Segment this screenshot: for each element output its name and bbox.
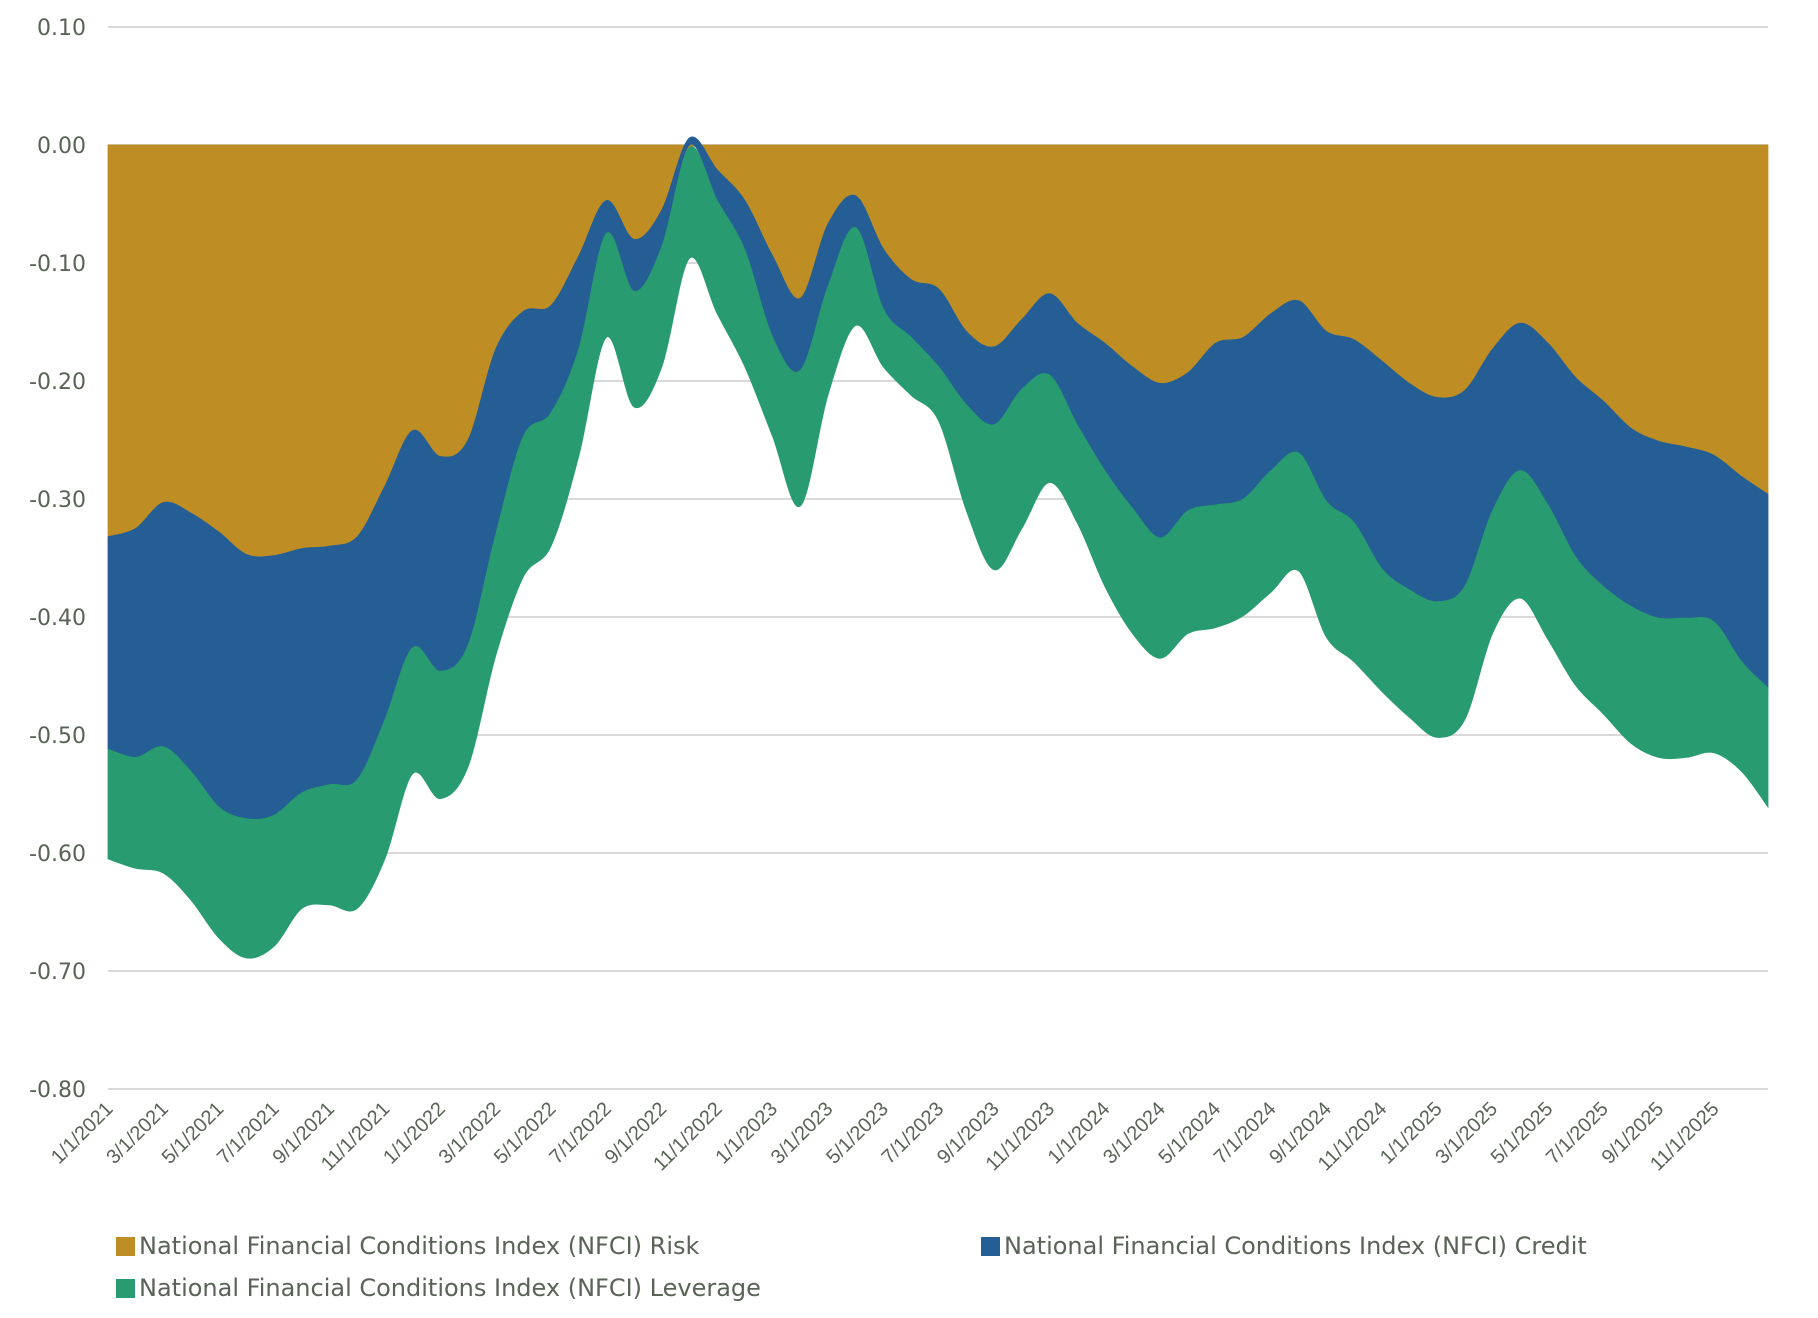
y-tick-label: -0.80 — [29, 1078, 86, 1103]
y-tick-label: 0.10 — [37, 16, 86, 41]
legend-item-leverage[interactable]: National Financial Conditions Index (NFC… — [116, 1274, 761, 1302]
legend-swatch-leverage — [116, 1278, 135, 1298]
y-tick-label: -0.70 — [29, 960, 86, 985]
y-tick-label: -0.10 — [29, 252, 86, 277]
legend-swatch-risk — [116, 1236, 135, 1256]
y-tick-label: 0.00 — [37, 134, 86, 159]
y-tick-label: -0.60 — [29, 842, 86, 867]
y-axis-ticks: 0.10 0.00 -0.10 -0.20 -0.30 -0.40 -0.50 -0.60 -0… — [29, 16, 86, 1103]
y-tick-label: -0.20 — [29, 370, 86, 395]
legend-item-risk[interactable]: National Financial Conditions Index (NFC… — [116, 1232, 699, 1260]
legend-label-risk: National Financial Conditions Index (NFC… — [139, 1232, 700, 1260]
series-areas — [107, 136, 1769, 959]
legend-label-credit: National Financial Conditions Index (NFC… — [1004, 1232, 1587, 1260]
area-leverage — [107, 146, 1769, 959]
y-tick-label: -0.40 — [29, 606, 86, 631]
legend-item-credit[interactable]: National Financial Conditions Index (NFC… — [981, 1232, 1587, 1260]
x-axis-ticks: 1/1/20213/1/20215/1/20217/1/20219/1/2021… — [47, 1098, 1724, 1175]
y-tick-label: -0.30 — [29, 488, 86, 513]
y-tick-label: -0.50 — [29, 724, 86, 749]
legend-label-leverage: National Financial Conditions Index (NFC… — [139, 1274, 761, 1302]
legend-swatch-credit — [981, 1236, 1000, 1256]
